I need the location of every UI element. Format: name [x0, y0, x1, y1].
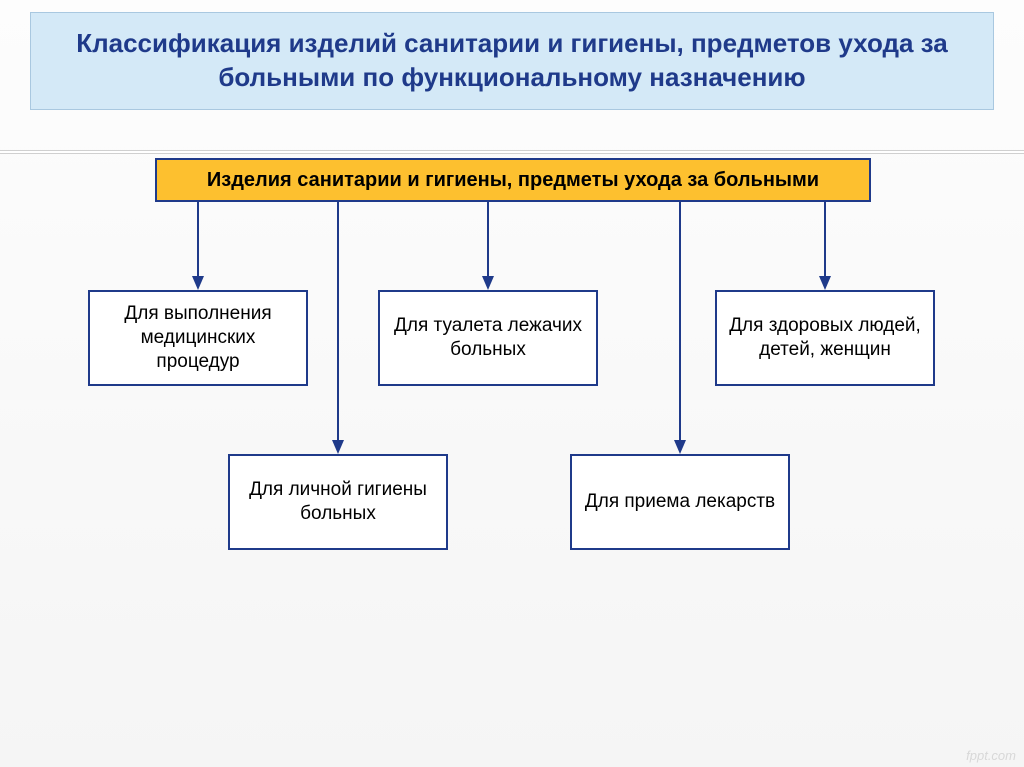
- watermark: fppt.com: [966, 748, 1016, 763]
- node-label: Для туалета лежачих больных: [388, 314, 588, 362]
- node-n3: Для здоровых людей, детей, женщин: [715, 290, 935, 386]
- node-label: Для личной гигиены больных: [238, 478, 438, 526]
- node-n2: Для туалета лежачих больных: [378, 290, 598, 386]
- node-label: Для здоровых людей, детей, женщин: [725, 314, 925, 362]
- node-n5: Для приема лекарств: [570, 454, 790, 550]
- node-label: Для приема лекарств: [585, 490, 775, 514]
- node-label: Для выполнения медицинских процедур: [98, 302, 298, 373]
- title-text: Классификация изделий санитарии и гигиен…: [51, 27, 973, 95]
- node-n4: Для личной гигиены больных: [228, 454, 448, 550]
- title-box: Классификация изделий санитарии и гигиен…: [30, 12, 994, 110]
- decor-stripe: [0, 150, 1024, 154]
- node-n1: Для выполнения медицинских процедур: [88, 290, 308, 386]
- root-node: Изделия санитарии и гигиены, предметы ух…: [155, 158, 871, 202]
- root-node-label: Изделия санитарии и гигиены, предметы ух…: [207, 169, 819, 192]
